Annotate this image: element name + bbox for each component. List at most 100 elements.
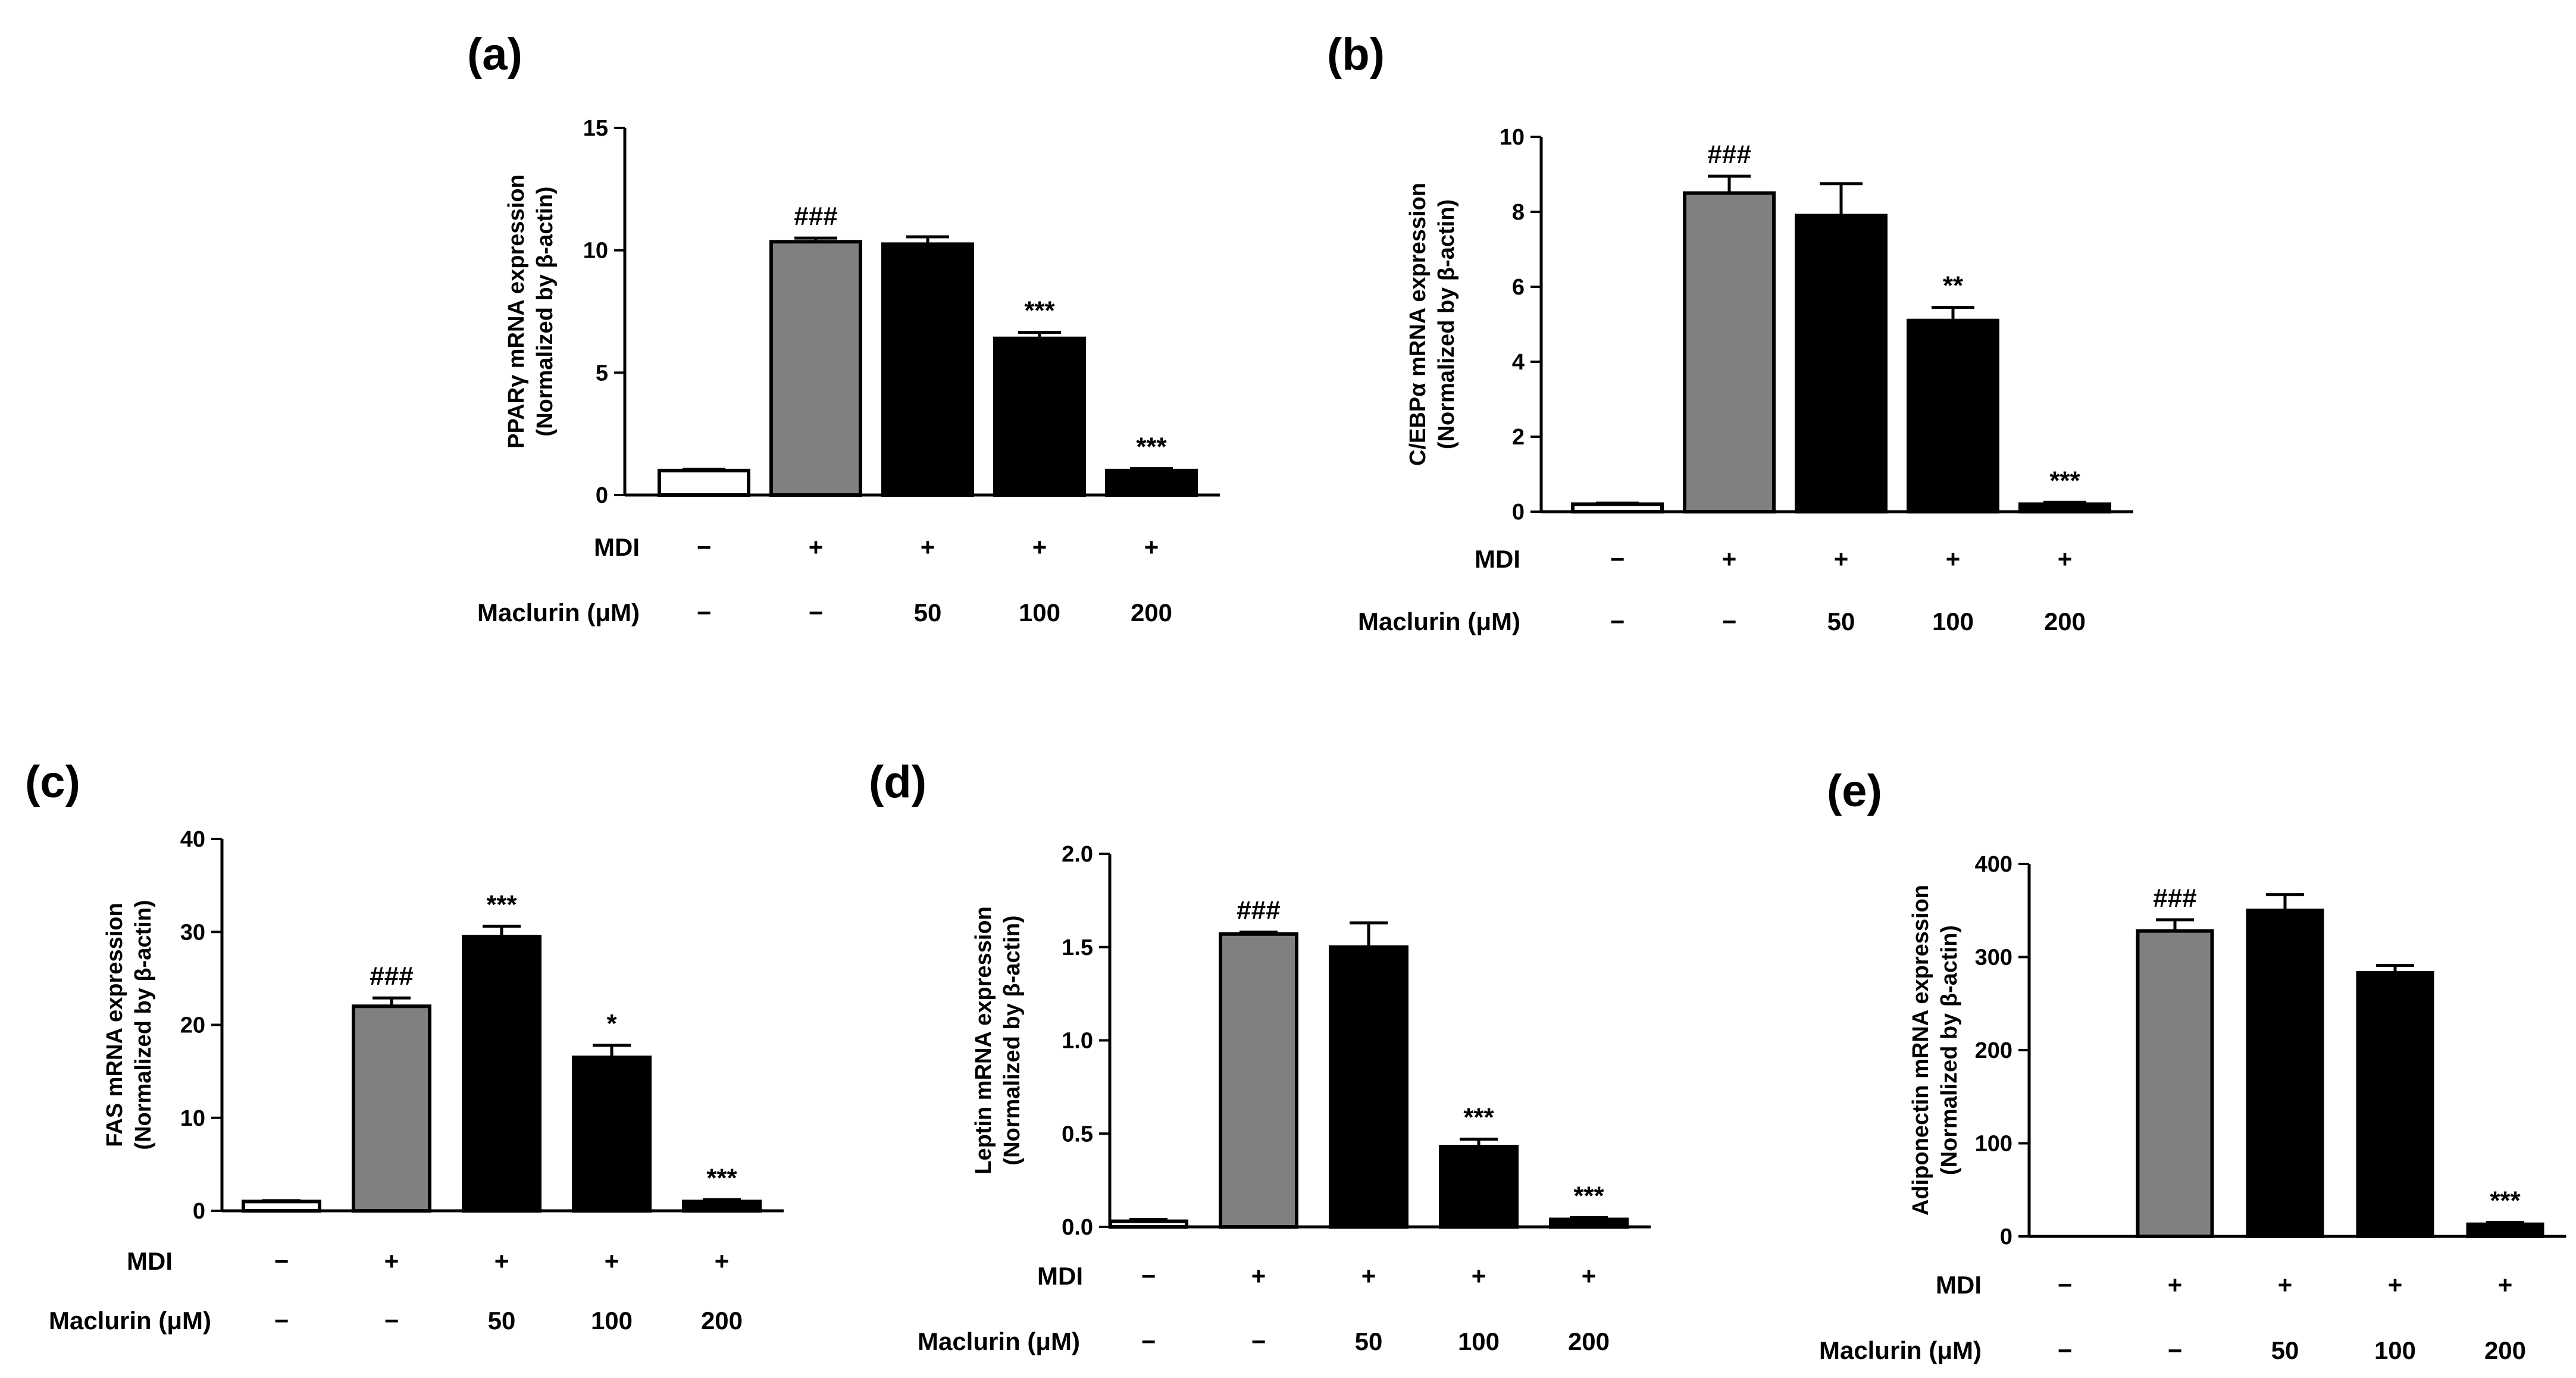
maclurin-condition: 50 [1355,1327,1383,1355]
mdi-condition: − [2058,1271,2073,1299]
maclurin-condition: 100 [591,1307,633,1335]
panel-1: (b) C/EBPα mRNA expression (Normalized by … [1327,29,2133,635]
panel-4: (e) Adiponectin mRNA expression (Normalize… [1819,766,2566,1364]
panel-label: (b) [1327,29,1385,80]
bar [1219,932,1298,1229]
y-tick-label: 8 [1512,200,1525,225]
y-tick-label: 4 [1512,350,1525,375]
bar [769,240,862,497]
y-tick-label: 1.0 [1062,1029,1093,1054]
maclurin-condition: 50 [2271,1336,2299,1364]
bar [1439,1145,1519,1229]
y-tick-label: 0 [1512,500,1525,525]
significance-label: ### [1237,896,1280,925]
bar [682,1200,762,1213]
significance-label: *** [2049,466,2080,495]
panel-0: (a) PPARγ mRNA expression (Normalized by β… [467,29,1220,627]
y-tick-label: 10 [180,1106,205,1131]
y-axis-label: Leptin mRNA expression [971,906,996,1174]
y-axis-label-normalization: (Normalized by β-actin) [533,186,558,436]
bar [1571,502,1664,514]
y-tick-label: 0 [2000,1224,2012,1249]
maclurin-condition: 100 [2374,1336,2416,1364]
y-tick-label: 1.5 [1062,935,1093,960]
significance-label: ### [2153,884,2196,913]
maclurin-condition: − [274,1307,289,1335]
panel-label: (a) [467,29,522,80]
maclurin-condition: − [1610,607,1625,635]
mdi-condition: + [809,533,824,561]
mdi-condition: + [2058,545,2073,573]
bar [1549,1217,1629,1229]
y-axis-label-normalization: (Normalized by β-actin) [131,900,156,1150]
maclurin-condition: − [697,599,712,627]
mdi-condition: + [715,1247,730,1275]
mdi-condition: − [1610,545,1625,573]
bar [993,336,1086,497]
bar [1329,945,1408,1229]
mdi-condition: + [2168,1271,2183,1299]
y-tick-label: 20 [180,1013,205,1038]
maclurin-condition: 50 [488,1307,516,1335]
y-axis-label: Adiponectin mRNA expression [1908,885,1933,1216]
maclurin-condition: − [809,599,824,627]
panel-label: (d) [869,757,927,807]
bar [1907,318,1999,513]
mdi-condition: + [1144,533,1159,561]
mdi-condition: + [2278,1271,2293,1299]
y-tick-label: 40 [180,827,205,852]
significance-label: ### [794,202,837,231]
significance-label: ### [1707,140,1751,169]
y-axis-label: FAS mRNA expression [102,903,127,1147]
mdi-condition: + [2388,1271,2403,1299]
panel-3: (d) Leptin mRNA expression (Normalized by … [869,757,1651,1355]
maclurin-condition: 200 [1568,1327,1610,1355]
mdi-row-label: MDI [594,533,640,561]
y-axis-label: PPARγ mRNA expression [504,174,529,448]
maclurin-row-label: Maclurin (μM) [918,1327,1080,1355]
bar [881,242,974,497]
maclurin-condition: − [2168,1336,2183,1364]
y-tick-label: 400 [1975,852,2012,877]
maclurin-condition: 100 [1932,607,1974,635]
y-tick-label: 0.5 [1062,1122,1093,1147]
y-tick-label: 200 [1975,1038,2012,1063]
bar [658,468,750,497]
mdi-condition: − [1141,1262,1156,1290]
panel-label: (e) [1827,766,1882,816]
significance-label: *** [2490,1186,2521,1216]
mdi-condition: + [2498,1271,2513,1299]
bar [2356,971,2434,1238]
bar [2018,502,2111,514]
significance-label: *** [1024,296,1055,325]
y-tick-label: 30 [180,920,205,945]
maclurin-condition: − [1141,1327,1156,1355]
y-tick-label: 2.0 [1062,842,1093,867]
mdi-row-label: MDI [1037,1262,1083,1290]
mdi-condition: + [1361,1262,1376,1290]
maclurin-row-label: Maclurin (μM) [1819,1336,1982,1364]
y-axis-label-normalization: (Normalized by β-actin) [1434,199,1459,449]
mdi-condition: + [605,1247,619,1275]
mdi-condition: − [697,533,712,561]
mdi-condition: + [1251,1262,1266,1290]
maclurin-row-label: Maclurin (μM) [49,1307,211,1335]
y-tick-label: 6 [1512,275,1525,300]
y-tick-label: 5 [596,361,608,386]
y-axis-label-normalization: (Normalized by β-actin) [1000,915,1025,1165]
y-axis-label-normalization: (Normalized by β-actin) [1937,925,1962,1175]
maclurin-condition: − [384,1307,399,1335]
significance-label: * [606,1009,617,1038]
significance-label: ** [1943,271,1964,300]
mdi-row-label: MDI [1475,545,1520,573]
mdi-condition: + [1582,1262,1597,1290]
y-axis-label: C/EBPα mRNA expression [1406,183,1431,466]
significance-label: *** [1573,1181,1604,1210]
y-tick-label: 10 [583,239,608,264]
mdi-condition: + [1472,1262,1486,1290]
mdi-condition: + [1834,545,1849,573]
mdi-row-label: MDI [127,1247,173,1275]
mdi-condition: + [921,533,935,561]
significance-label: *** [1136,433,1167,462]
